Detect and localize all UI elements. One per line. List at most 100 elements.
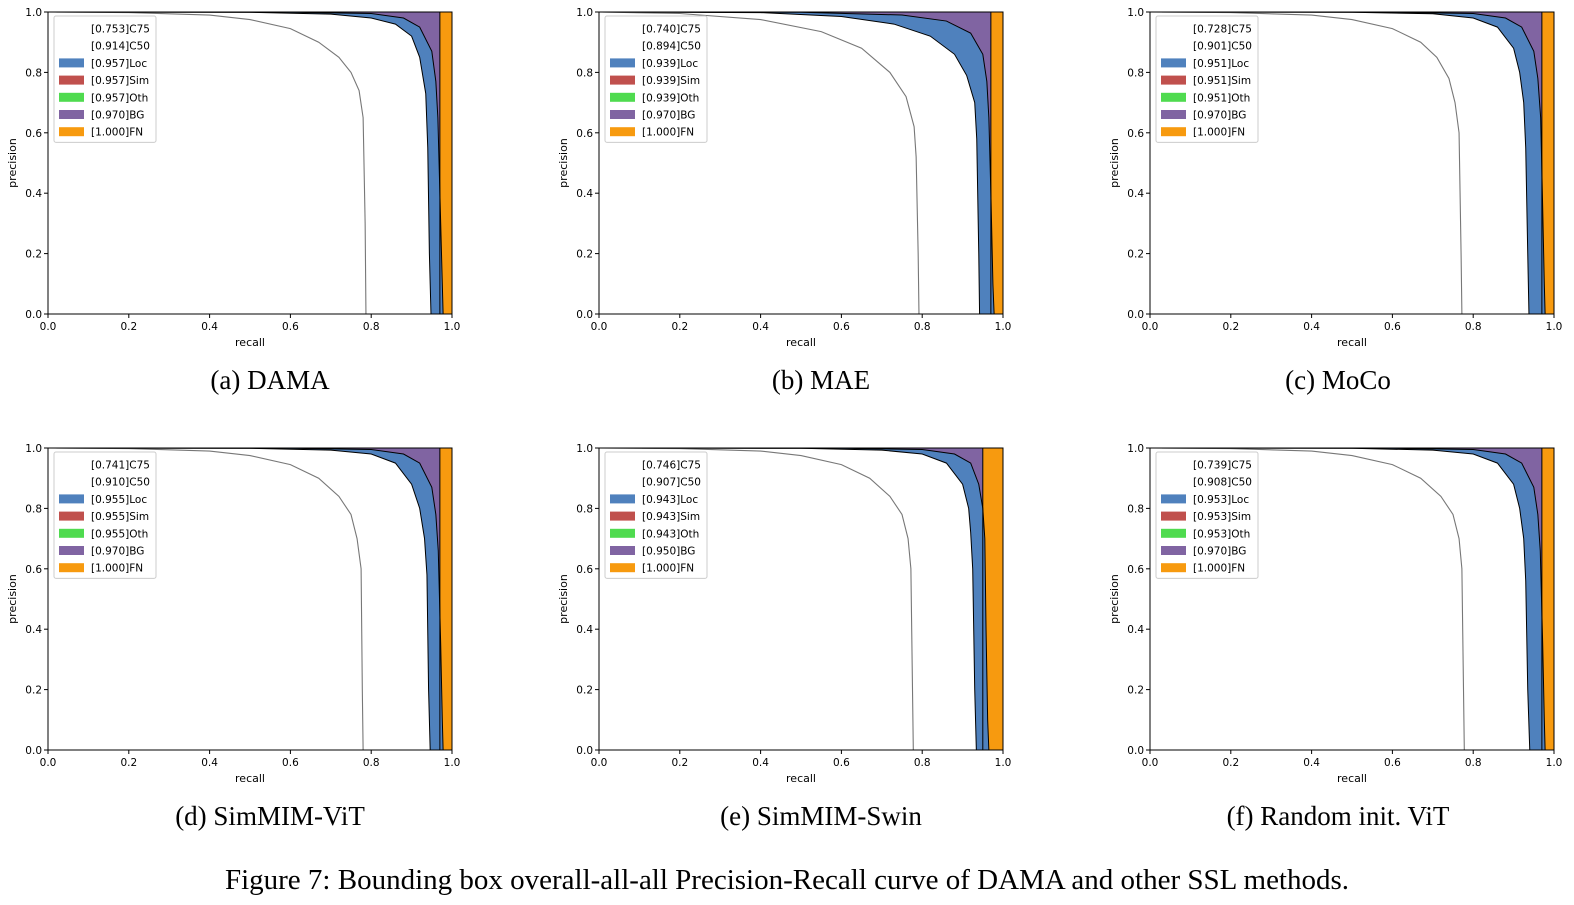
legend-swatch-loc — [610, 58, 635, 68]
legend-swatch-oth — [59, 92, 84, 102]
legend-swatch-fn — [1161, 563, 1186, 573]
x-tick-label: 0.4 — [752, 757, 769, 769]
x-tick-label: 0.8 — [363, 757, 380, 769]
x-tick-label: 0.2 — [671, 757, 688, 769]
legend-label-loc: [0.951]Loc — [1193, 58, 1249, 70]
y-tick-label: 0.2 — [1127, 249, 1144, 261]
x-tick-label: 0.6 — [833, 321, 850, 333]
legend-swatch-sim — [610, 75, 635, 85]
x-tick-label: 0.0 — [40, 757, 57, 769]
x-tick-label: 0.8 — [1465, 757, 1482, 769]
y-tick-label: 0.2 — [25, 249, 42, 261]
y-tick-label: 0.2 — [576, 249, 593, 261]
pr-chart-dama: 0.0 0.2 0.4 0.6 0.8 1.0 0.0 0.2 0.4 0.6 0.8 1.0 reca… — [6, 7, 460, 349]
legend-swatch-loc — [610, 494, 635, 504]
y-tick-label: 0.4 — [1127, 624, 1144, 636]
legend-swatch-sim — [59, 511, 84, 521]
legend-label-c75: [0.746]C75 — [642, 460, 701, 472]
y-tick-label: 0.2 — [576, 685, 593, 697]
legend-label-bg: [0.970]BG — [1193, 546, 1246, 558]
c50-curve — [598, 11, 981, 315]
legend-label-bg: [0.950]BG — [642, 546, 695, 558]
legend-label-c75: [0.739]C75 — [1193, 460, 1252, 472]
x-tick-label: 0.8 — [914, 757, 931, 769]
y-tick-label: 1.0 — [576, 443, 593, 455]
legend-swatch-oth — [1161, 92, 1186, 102]
x-tick-label: 1.0 — [444, 757, 461, 769]
loc-curve — [1149, 11, 1546, 315]
legend-swatch-sim — [1161, 511, 1186, 521]
fn-area — [1541, 12, 1554, 314]
x-axis-label: recall — [235, 772, 265, 785]
legend-swatch-bg — [1161, 110, 1186, 119]
y-tick-label: 0.0 — [1127, 745, 1144, 757]
loc-area — [599, 12, 995, 314]
legend-label-c75: [0.741]C75 — [91, 460, 150, 472]
legend-swatch-oth — [59, 528, 84, 538]
legend-swatch-loc — [59, 58, 84, 68]
legend-label-fn: [1.000]FN — [642, 127, 694, 139]
y-tick-label: 0.6 — [25, 564, 42, 576]
legend-swatch-sim — [1161, 75, 1186, 85]
pr-chart-simmim-vit: 0.0 0.2 0.4 0.6 0.8 1.0 0.0 0.2 0.4 0.6 0.8 1.0 reca… — [6, 443, 461, 785]
c75-curve — [1149, 447, 1465, 751]
pr-chart-simmim-swin: 0.0 0.2 0.4 0.6 0.8 1.0 0.0 0.2 0.4 0.6 0.8 1.0 reca… — [557, 443, 1011, 785]
legend-label-oth: [0.951]Oth — [1193, 92, 1250, 104]
legend-swatch-sim — [59, 75, 84, 85]
legend-swatch-oth — [610, 528, 635, 538]
legend-swatch-bg — [1161, 546, 1186, 555]
legend-label-sim: [0.951]Sim — [1193, 75, 1251, 87]
y-axis-label: precision — [6, 574, 19, 624]
y-tick-label: 0.8 — [576, 67, 593, 79]
fn-area — [439, 12, 452, 314]
fn-area — [1541, 448, 1554, 750]
plot-frame — [1149, 447, 1555, 751]
pr-chart-random-init-vit: 0.0 0.2 0.4 0.6 0.8 1.0 0.0 0.2 0.4 0.6 0.8 1.0 reca… — [1108, 443, 1562, 785]
y-tick-label: 0.0 — [25, 745, 42, 757]
panel-mae: 0.0 0.2 0.4 0.6 0.8 1.0 0.0 0.2 0.4 0.6 0.8 1.0 reca… — [551, 0, 1091, 420]
legend-swatch-sim — [610, 511, 635, 521]
x-tick-label: 0.4 — [201, 321, 218, 333]
legend-label-loc: [0.939]Loc — [642, 58, 698, 70]
legend-label-fn: [1.000]FN — [1193, 563, 1245, 575]
c50-curve — [1149, 11, 1530, 315]
loc-curve — [47, 447, 444, 751]
x-tick-label: 1.0 — [995, 321, 1012, 333]
legend-swatch-fn — [59, 563, 84, 573]
legend-label-oth: [0.939]Oth — [642, 92, 699, 104]
y-tick-label: 1.0 — [1127, 443, 1144, 455]
plot-frame — [598, 11, 1004, 315]
legend-label-fn: [1.000]FN — [91, 127, 143, 139]
c50-curve — [1149, 447, 1531, 751]
legend-label-oth: [0.953]Oth — [1193, 528, 1250, 540]
legend-label-sim: [0.955]Sim — [91, 511, 149, 523]
y-tick-label: 1.0 — [1127, 7, 1144, 19]
legend-label-c75: [0.740]C75 — [642, 24, 701, 36]
y-axis-label: precision — [1108, 574, 1121, 624]
legend-label-c75: [0.753]C75 — [91, 24, 150, 36]
legend-swatch-oth — [610, 92, 635, 102]
legend-label-c50: [0.894]C50 — [642, 41, 701, 53]
legend-label-bg: [0.970]BG — [91, 110, 144, 122]
subcaption: (f) Random init. ViT — [1226, 801, 1450, 831]
fn-area — [990, 12, 1003, 314]
panel-random-init-vit: 0.0 0.2 0.4 0.6 0.8 1.0 0.0 0.2 0.4 0.6 0.8 1.0 reca… — [1102, 436, 1574, 856]
c50-curve — [47, 447, 431, 751]
x-tick-label: 0.4 — [201, 757, 218, 769]
c75-curve — [598, 11, 920, 315]
legend-label-loc: [0.957]Loc — [91, 58, 147, 70]
fn-area — [439, 448, 452, 750]
legend-swatch-loc — [1161, 58, 1186, 68]
plot-frame — [47, 447, 453, 751]
legend-label-sim: [0.943]Sim — [642, 511, 700, 523]
x-tick-label: 0.6 — [282, 321, 299, 333]
y-tick-label: 0.4 — [576, 188, 593, 200]
y-tick-label: 0.4 — [1127, 188, 1144, 200]
subcaption: (b) MAE — [771, 365, 871, 395]
legend-label-c50: [0.901]C50 — [1193, 41, 1252, 53]
x-axis-label: recall — [786, 772, 816, 785]
legend-label-loc: [0.953]Loc — [1193, 494, 1249, 506]
x-tick-label: 0.2 — [120, 757, 137, 769]
panel-dama: 0.0 0.2 0.4 0.6 0.8 1.0 0.0 0.2 0.4 0.6 0.8 1.0 reca… — [0, 0, 540, 420]
loc-curve — [1149, 447, 1546, 751]
